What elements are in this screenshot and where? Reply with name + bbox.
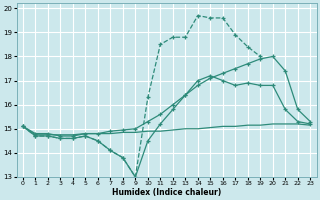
X-axis label: Humidex (Indice chaleur): Humidex (Indice chaleur) — [112, 188, 221, 197]
